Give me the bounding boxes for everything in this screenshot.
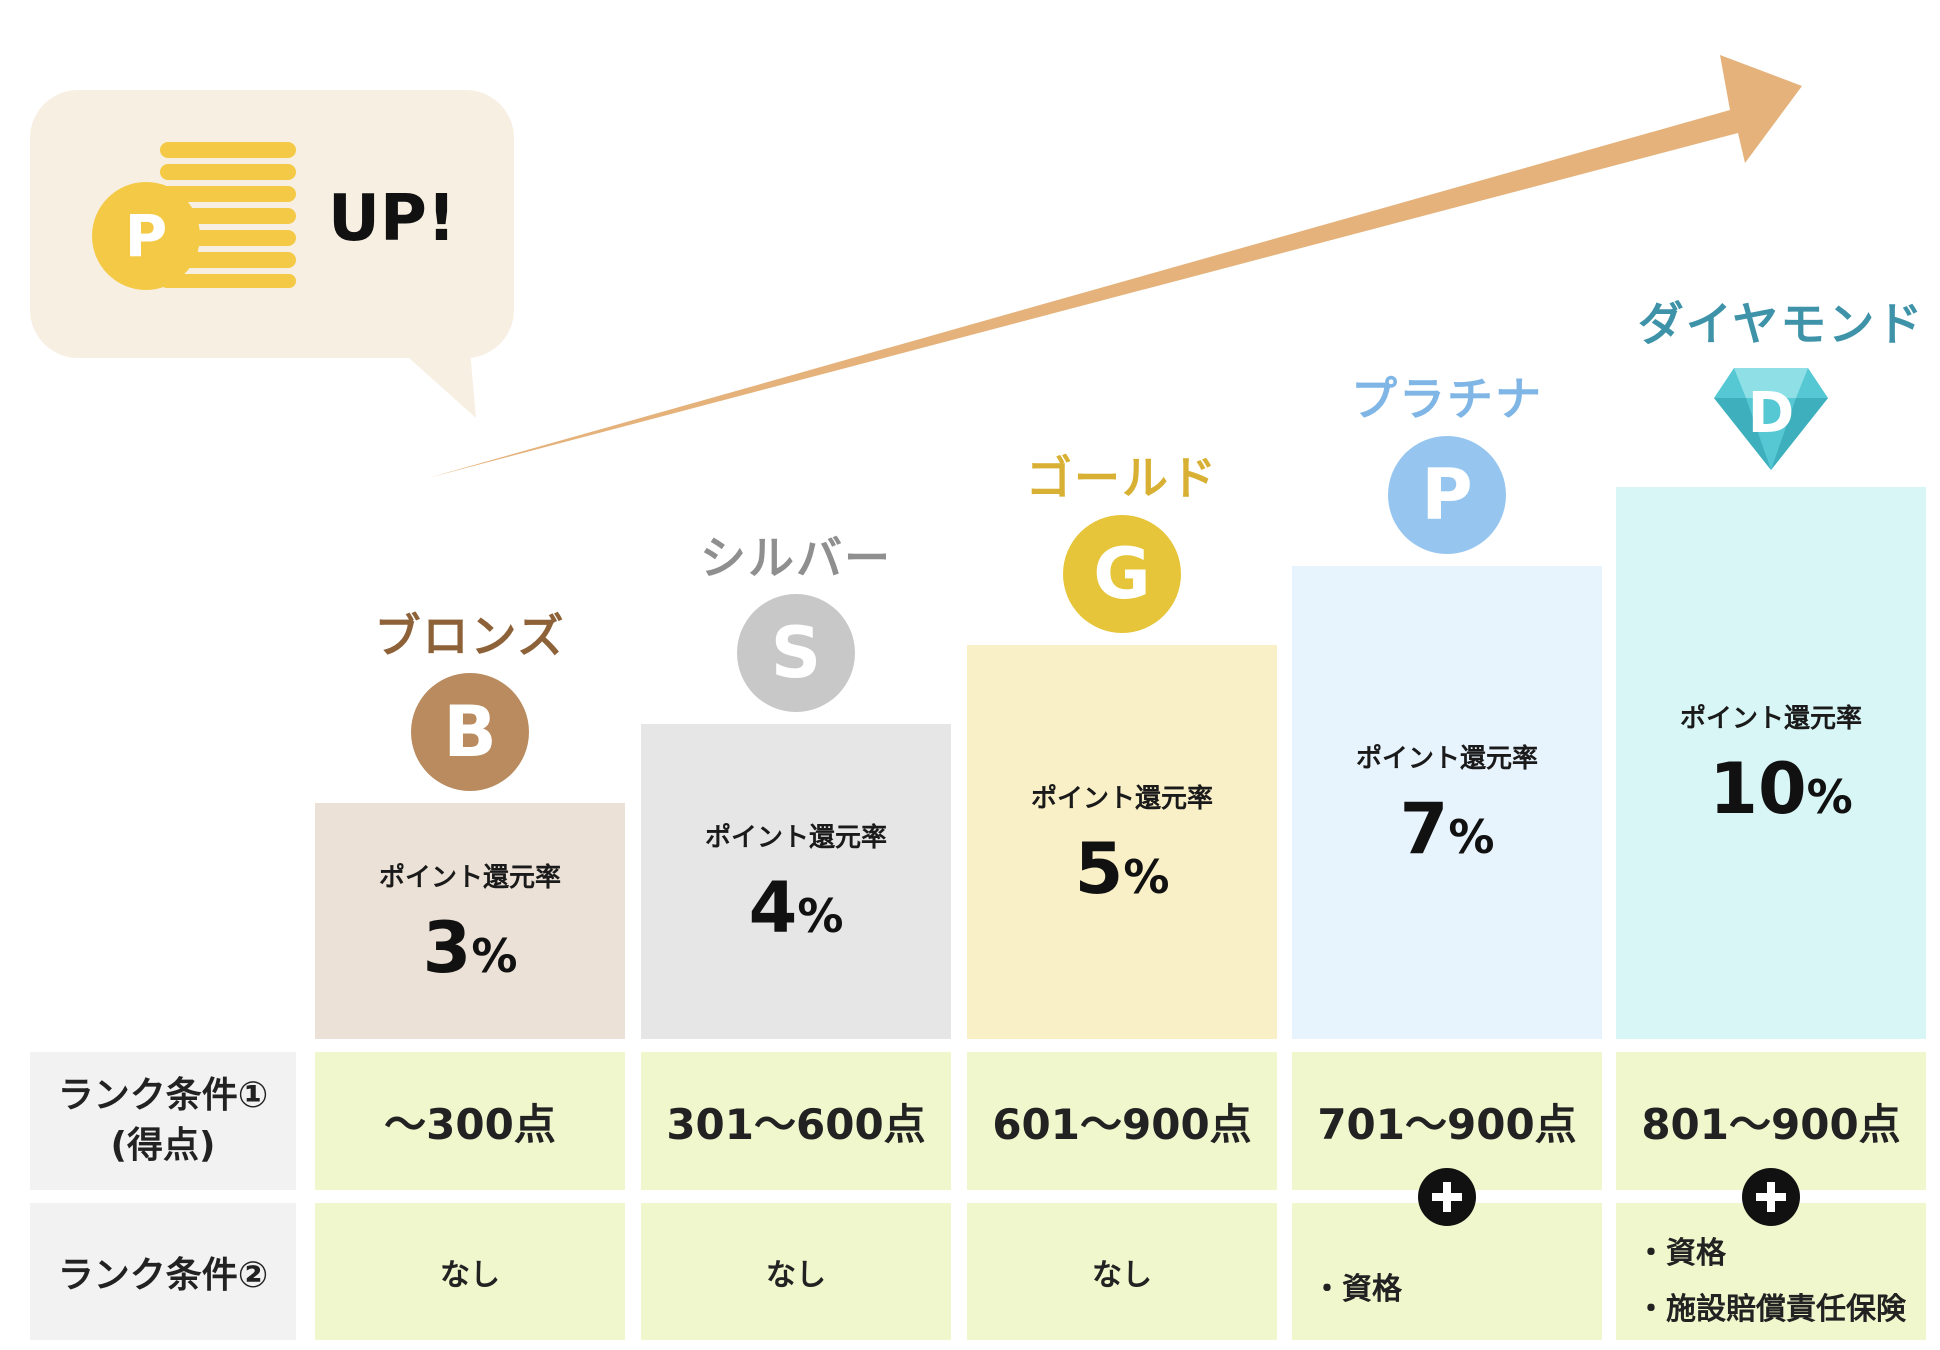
rank-box-diamond [1616, 487, 1926, 1039]
cond2-item: ・施設賠償責任保険 [1636, 1291, 1906, 1327]
rate-label-platinum: ポイント還元率 [1355, 744, 1538, 774]
rank-name-diamond: ダイヤモンド [1637, 297, 1925, 351]
rate-value-silver: 4% [748, 867, 844, 949]
rank-box-platinum [1292, 566, 1602, 1039]
rank-name-bronze: ブロンズ [374, 609, 566, 663]
rank-name-silver: シルバー [700, 531, 892, 585]
rank-name-gold: ゴールド [1026, 451, 1218, 505]
cond1-cell-platinum: 701〜900点 [1292, 1052, 1602, 1190]
cond2-item: ・資格 [1636, 1235, 1726, 1271]
rate-value-diamond: 10% [1709, 748, 1853, 830]
cond1-cell-gold: 601〜900点 [967, 1052, 1277, 1190]
cond1-cell-silver: 301〜600点 [641, 1052, 951, 1190]
point-coin-icon: P [92, 182, 200, 290]
cond2-cell-gold: なし [967, 1203, 1277, 1340]
rank-box-gold [967, 645, 1277, 1039]
silver-badge-icon: S [737, 594, 855, 712]
rate-label-gold: ポイント還元率 [1030, 784, 1213, 814]
cond2-cell-bronze: なし [315, 1203, 625, 1340]
gold-badge-icon: G [1063, 515, 1181, 633]
bronze-badge-icon: B [411, 673, 529, 791]
platinum-badge-icon: P [1388, 436, 1506, 554]
rate-label-bronze: ポイント還元率 [378, 863, 561, 893]
cond1-cell-bronze: 〜300点 [315, 1052, 625, 1190]
rank-box-silver [641, 724, 951, 1039]
rank-box-bronze [315, 803, 625, 1039]
plus-icon [1418, 1168, 1476, 1226]
rate-label-diamond: ポイント還元率 [1679, 704, 1862, 734]
plus-icon [1742, 1168, 1800, 1226]
rate-value-platinum: 7% [1399, 788, 1495, 870]
cond2-label: ランク条件② [30, 1203, 296, 1340]
up-label: UP! [328, 182, 457, 256]
cond2-cell-silver: なし [641, 1203, 951, 1340]
rate-value-gold: 5% [1074, 828, 1170, 910]
cond1-cell-diamond: 801〜900点 [1616, 1052, 1926, 1190]
rate-label-silver: ポイント還元率 [704, 823, 887, 853]
diamond-badge-icon: D [1714, 368, 1828, 470]
bubble-tail [400, 350, 476, 418]
cond1-label: ランク条件① (得点) [30, 1052, 296, 1190]
svg-text:D: D [1748, 381, 1794, 446]
rate-value-bronze: 3% [422, 907, 518, 989]
rank-name-platinum: プラチナ [1351, 372, 1543, 426]
cond2-item: ・資格 [1312, 1271, 1402, 1307]
